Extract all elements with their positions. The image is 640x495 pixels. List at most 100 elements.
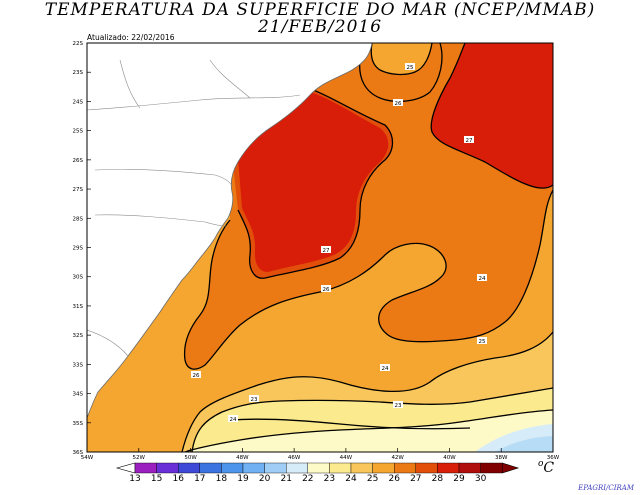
legend-swatch [286, 462, 309, 474]
legend-value: 23 [324, 474, 335, 484]
legend-value: 22 [302, 474, 313, 484]
contour-label: 25 [407, 65, 414, 71]
contours [181, 43, 553, 452]
legend-swatch [480, 462, 503, 474]
contour-label-bg [321, 246, 331, 253]
legend-value: 21 [280, 474, 291, 484]
contour-label-bg [393, 401, 403, 408]
lat-label: 35S [73, 421, 84, 427]
lat-label: 28S [73, 216, 84, 222]
contour-label: 27 [466, 138, 473, 144]
legend-arrow-high [501, 462, 520, 474]
lon-label: 42W [391, 455, 404, 461]
lat-label: 31S [73, 304, 84, 310]
contour-label-bg [321, 285, 331, 292]
legend-swatch [350, 462, 373, 474]
legend-swatch [221, 462, 244, 474]
lat-label: 29S [73, 246, 84, 252]
legend-swatch [156, 462, 179, 474]
credit: EPAGRI/CIRAM [578, 484, 634, 492]
legend-value: 20 [259, 474, 271, 484]
lon-label: 52W [133, 455, 146, 461]
legend-unit: oC [538, 459, 554, 476]
contour-label-bg [405, 63, 415, 70]
contour-label: 23 [395, 403, 402, 409]
legend-swatch [458, 462, 481, 474]
legend-value: 25 [367, 474, 378, 484]
color-legend: 13 15 16 17 18 19 20 21 22 23 24 25 26 27 28 29 30 [115, 462, 520, 484]
lon-label: 46W [288, 455, 301, 461]
lon-label: 50W [184, 455, 197, 461]
lat-label: 33S [73, 362, 84, 368]
contour-label-bg [228, 415, 238, 422]
legend-swatch [307, 462, 330, 474]
lat-label: 26S [73, 158, 84, 164]
contour-label-bg [393, 99, 403, 106]
contour-label-bg [249, 395, 259, 402]
legend-value: 30 [475, 474, 487, 484]
legend-swatch [437, 462, 460, 474]
contour-labels: 25 26 27 27 26 24 25 26 24 23 23 24 [191, 63, 487, 423]
longitude-ticks: 54W 52W 50W 48W 46W 44W 42W 40W 38W 36W [81, 448, 560, 461]
contour-label-bg [464, 136, 474, 143]
contour-label: 24 [382, 366, 389, 372]
legend-value: 24 [345, 474, 357, 484]
lon-label: 48W [236, 455, 249, 461]
legend-swatch [199, 462, 222, 474]
latitude-ticks: 22S 23S 24S 25S 26S 27S 28S 29S 30S 31S 32S 33S 34S 3… [73, 41, 91, 456]
legend-swatch [177, 462, 200, 474]
lon-label: 40W [443, 455, 456, 461]
legend-value: 18 [216, 474, 228, 484]
contour-label: 27 [323, 248, 330, 254]
legend-value: 26 [388, 474, 400, 484]
lat-label: 36S [73, 450, 84, 456]
lat-label: 22S [73, 41, 84, 47]
contour-label: 24 [230, 417, 237, 423]
chart-date: 21/FEB/2016 [257, 17, 383, 37]
lon-label: 38W [495, 455, 508, 461]
lon-label: 44W [340, 455, 353, 461]
legend-value: 15 [151, 474, 162, 484]
contour-label: 26 [193, 373, 200, 379]
legend-value: 29 [453, 474, 465, 484]
band-25-bay [371, 43, 432, 75]
lat-label: 25S [73, 129, 84, 135]
band-28b [238, 90, 389, 272]
contour-label: 23 [251, 397, 258, 403]
chart-title: TEMPERATURA DA SUPERFICIE DO MAR (NCEP/M… [44, 0, 596, 20]
sst-field [87, 43, 553, 452]
legend-value: 17 [194, 474, 205, 484]
contour-label-bg [191, 371, 201, 378]
legend-swatch [372, 462, 395, 474]
lat-label: 24S [73, 99, 84, 105]
contour-label: 24 [479, 276, 486, 282]
contour-label-bg [477, 274, 487, 281]
contour-label: 25 [479, 339, 486, 345]
legend-swatch [415, 462, 438, 474]
legend-value: 28 [432, 474, 444, 484]
legend-swatch [134, 462, 157, 474]
legend-value: 19 [237, 474, 249, 484]
band-28 [431, 43, 553, 189]
legend-swatch [242, 462, 265, 474]
updated-date: Atualizado: 22/02/2016 [87, 33, 175, 42]
legend-value: 13 [129, 474, 140, 484]
contour-label: 26 [323, 287, 330, 293]
lat-label: 34S [73, 392, 84, 398]
contour-label-bg [477, 337, 487, 344]
band-20 [495, 436, 553, 452]
lat-label: 23S [73, 70, 84, 76]
contour-label: 26 [395, 101, 402, 107]
lon-label: 36W [547, 455, 560, 461]
legend-value: 27 [410, 474, 421, 484]
lat-label: 32S [73, 333, 84, 339]
lat-label: 27S [73, 187, 84, 193]
state-borders [87, 59, 301, 357]
legend-arrow-low [115, 462, 136, 474]
legend-swatch [329, 462, 352, 474]
lon-label: 54W [81, 455, 94, 461]
legend-swatch [394, 462, 417, 474]
legend-swatch [264, 462, 287, 474]
contour-label-bg [380, 364, 390, 371]
